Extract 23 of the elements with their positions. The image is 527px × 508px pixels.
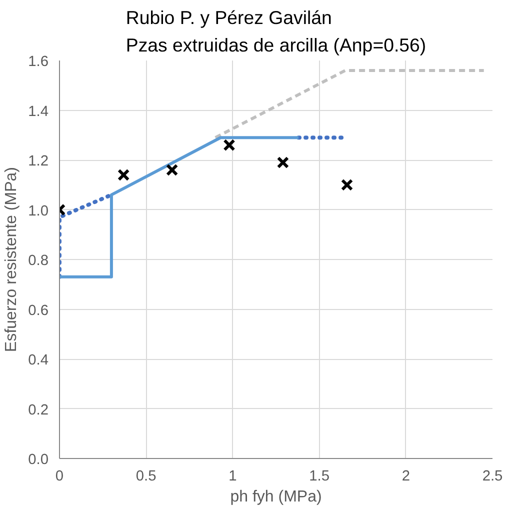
y-tick-label: 0.6 bbox=[28, 302, 48, 319]
x-tick-label: 1 bbox=[228, 468, 237, 484]
y-tick-label: 0.4 bbox=[28, 352, 48, 368]
y-tick-label: 1.6 bbox=[28, 54, 48, 70]
point bbox=[276, 156, 290, 169]
point bbox=[340, 178, 354, 191]
x-tick-label: 2.5 bbox=[482, 468, 503, 484]
point bbox=[166, 164, 178, 176]
y-tick-label: 0.8 bbox=[28, 253, 48, 269]
y-tick-label: 1.4 bbox=[28, 104, 48, 120]
y-tick-label: 0.2 bbox=[28, 402, 48, 418]
chart-title: Rubio P. y Pérez Gavilán Pzas extruidas de arcilla (Anp=0.56) bbox=[126, 7, 426, 56]
x-tick-label: 1.5 bbox=[309, 468, 330, 484]
x-tick-label: 0 bbox=[55, 468, 64, 484]
y-axis-title: Esfuerzo resistente (MPa) bbox=[3, 167, 20, 352]
y-tick-label: 1.0 bbox=[28, 203, 48, 220]
x-tick-label: 2 bbox=[402, 468, 410, 484]
y-tick-label: 1.2 bbox=[28, 154, 48, 170]
x-tick-label: 0.5 bbox=[136, 468, 156, 484]
y-tick-label: 0.0 bbox=[28, 452, 48, 468]
x-axis-title: ph fyh (MPa) bbox=[230, 488, 322, 506]
point bbox=[223, 138, 236, 152]
point bbox=[117, 168, 130, 182]
